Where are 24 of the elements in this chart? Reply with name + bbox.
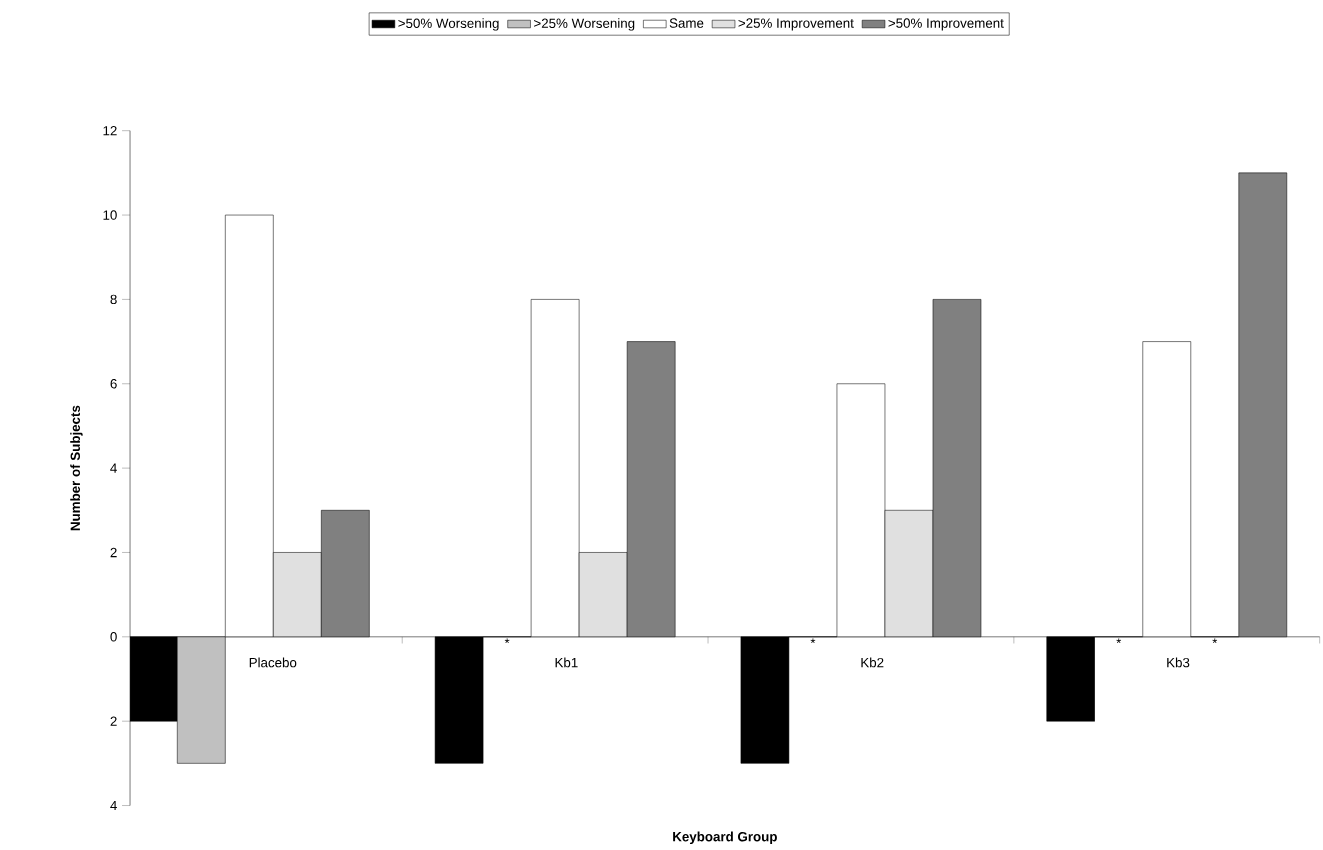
x-tick-label: Kb1 <box>555 657 578 668</box>
x-tick-label: Placebo <box>249 657 297 668</box>
legend-label: >25% Worsening <box>534 18 635 31</box>
annotation: * <box>810 638 816 644</box>
y-axis-title: Number of Subjects <box>70 405 83 531</box>
legend-label: >50% Improvement <box>888 18 1004 31</box>
x-tick-label: Kb3 <box>1167 657 1190 668</box>
y-tick-label: 2 <box>110 716 117 727</box>
legend-label: Same <box>669 18 704 29</box>
y-tick-label: 0 <box>110 632 117 642</box>
y-tick-label: 2 <box>110 548 117 558</box>
annotation: * <box>1116 638 1122 644</box>
y-tick-label: 4 <box>110 463 117 473</box>
x-axis-title: Keyboard Group <box>673 831 777 845</box>
y-tick-label: 10 <box>103 210 117 220</box>
legend-label: >50% Worsening <box>398 18 499 31</box>
y-tick-label: 12 <box>103 126 117 136</box>
x-tick-label: Kb2 <box>861 657 884 668</box>
annotation: * <box>1212 638 1218 644</box>
legend-label: >25% Improvement <box>738 18 854 31</box>
annotation: * <box>504 638 510 644</box>
y-tick-label: 4 <box>110 801 117 811</box>
y-tick-label: 8 <box>110 294 117 305</box>
y-tick-label: 6 <box>110 379 117 389</box>
